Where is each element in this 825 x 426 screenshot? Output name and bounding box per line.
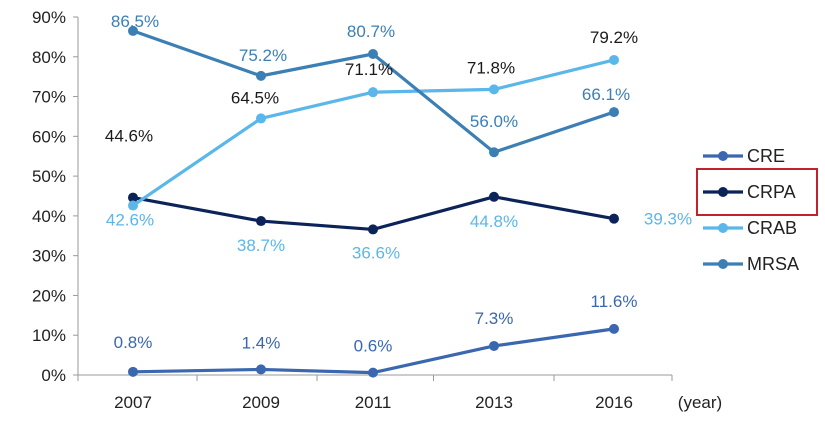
- data-label-cre: 11.6%: [591, 292, 638, 311]
- data-point-mrsa: [368, 48, 378, 59]
- y-tick-label: 20%: [32, 286, 66, 305]
- y-tick-label: 60%: [32, 127, 66, 146]
- data-point-crab: [368, 87, 378, 98]
- data-label-mrsa: 56.0%: [470, 112, 518, 131]
- legend-marker-mrsa: [718, 259, 728, 269]
- data-point-cre: [489, 340, 499, 351]
- data-point-cre: [256, 364, 266, 375]
- y-tick-label: 30%: [32, 247, 66, 266]
- data-label-mrsa: 66.1%: [582, 85, 630, 104]
- data-label-crab: 64.5%: [231, 88, 279, 107]
- data-label-cre: 0.6%: [354, 337, 393, 356]
- data-point-mrsa: [256, 70, 266, 81]
- data-label-crpa: 44.8%: [470, 212, 518, 231]
- data-label-crab: 44.6%: [105, 127, 153, 146]
- data-point-crpa: [128, 192, 138, 203]
- data-labels: 0.8% 1.4% 0.6% 7.3% 11.6% 42.6% 38.7% 36.6% 44.8…: [105, 12, 692, 356]
- y-tick-label: 90%: [32, 8, 66, 27]
- data-point-crpa: [609, 213, 619, 224]
- data-label-crab: 71.1%: [345, 60, 393, 79]
- legend-marker-crab: [718, 223, 728, 233]
- data-point-crab: [609, 54, 619, 65]
- x-tick-label: 2007: [114, 393, 152, 412]
- y-tick-label: 0%: [41, 366, 66, 385]
- data-point-mrsa: [609, 107, 619, 118]
- data-point-cre: [128, 366, 138, 377]
- data-point-crpa: [368, 224, 378, 235]
- data-point-mrsa: [489, 147, 499, 158]
- data-point-cre: [368, 367, 378, 378]
- data-label-crpa: 36.6%: [352, 243, 400, 262]
- series-lines: [128, 25, 619, 378]
- legend-label-crpa: CRPA: [747, 182, 796, 202]
- legend-marker-crpa: [718, 187, 728, 197]
- legend-label-cre: CRE: [747, 146, 785, 166]
- data-label-crpa: 38.7%: [237, 236, 285, 255]
- x-tick-label: 2011: [355, 393, 392, 412]
- y-tick-label: 80%: [32, 48, 66, 67]
- data-point-crab: [128, 200, 138, 211]
- y-tick-label: 40%: [32, 207, 66, 226]
- data-point-mrsa: [128, 25, 138, 36]
- legend-marker-cre: [718, 151, 728, 161]
- data-point-cre: [609, 323, 619, 334]
- y-tick-label: 10%: [32, 326, 66, 345]
- data-label-mrsa: 75.2%: [239, 46, 287, 65]
- series-line-crab: [132, 58, 615, 207]
- data-label-crpa: 39.3%: [644, 210, 692, 229]
- data-point-crpa: [489, 191, 499, 202]
- data-point-crpa: [256, 216, 266, 227]
- data-point-crab: [489, 84, 499, 95]
- x-tick-label: 2013: [475, 393, 513, 412]
- legend-label-crab: CRAB: [747, 218, 797, 238]
- data-label-cre: 1.4%: [242, 333, 281, 352]
- data-label-crpa: 42.6%: [106, 211, 154, 230]
- legend: CRE CRPA CRAB MRSA: [696, 146, 818, 274]
- axes: 0% 10% 20% 30% 40% 50% 60% 70% 80% 90% 2007 2009 201…: [32, 8, 722, 412]
- y-tick-label: 70%: [32, 88, 66, 107]
- data-label-crab: 71.8%: [467, 58, 515, 77]
- x-tick-label: 2009: [242, 393, 280, 412]
- data-label-crab: 79.2%: [590, 28, 638, 47]
- x-tick-label: 2016: [595, 393, 633, 412]
- data-label-cre: 7.3%: [475, 309, 514, 328]
- data-label-mrsa: 80.7%: [347, 22, 395, 41]
- legend-label-mrsa: MRSA: [747, 254, 799, 274]
- data-label-cre: 0.8%: [114, 333, 153, 352]
- data-point-crab: [256, 113, 266, 124]
- y-tick-label: 50%: [32, 167, 66, 186]
- x-axis-unit-label: (year): [678, 393, 722, 412]
- legend-highlight-box: [696, 168, 818, 216]
- data-label-mrsa: 86.5%: [111, 12, 159, 31]
